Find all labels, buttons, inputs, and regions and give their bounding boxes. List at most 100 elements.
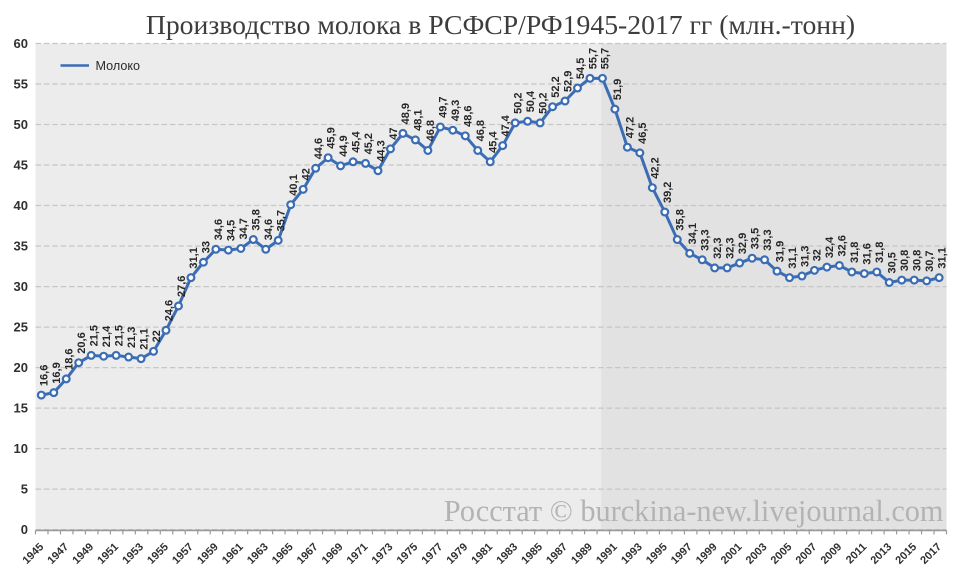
svg-text:35,7: 35,7 bbox=[276, 210, 288, 231]
svg-text:1953: 1953 bbox=[120, 541, 146, 567]
svg-text:1961: 1961 bbox=[220, 541, 246, 567]
svg-text:1985: 1985 bbox=[519, 541, 545, 567]
svg-text:1987: 1987 bbox=[544, 541, 570, 567]
svg-text:1973: 1973 bbox=[370, 541, 396, 567]
svg-text:47,2: 47,2 bbox=[625, 117, 637, 138]
svg-text:30,7: 30,7 bbox=[924, 250, 936, 271]
svg-text:27,6: 27,6 bbox=[176, 276, 188, 297]
svg-text:1963: 1963 bbox=[245, 541, 271, 567]
svg-text:45,4: 45,4 bbox=[488, 131, 500, 153]
svg-text:45,9: 45,9 bbox=[325, 127, 337, 148]
svg-text:2009: 2009 bbox=[819, 541, 845, 567]
svg-text:45,4: 45,4 bbox=[350, 131, 362, 153]
svg-text:2013: 2013 bbox=[868, 541, 894, 567]
svg-text:35: 35 bbox=[14, 239, 28, 254]
svg-text:21,5: 21,5 bbox=[88, 325, 100, 346]
svg-text:1999: 1999 bbox=[694, 541, 720, 567]
svg-text:32,4: 32,4 bbox=[824, 236, 836, 258]
svg-text:1997: 1997 bbox=[669, 541, 695, 567]
svg-text:21,3: 21,3 bbox=[126, 327, 138, 348]
svg-text:31,3: 31,3 bbox=[799, 246, 811, 267]
svg-text:47,4: 47,4 bbox=[500, 114, 512, 136]
svg-text:30,5: 30,5 bbox=[887, 252, 899, 273]
svg-text:25: 25 bbox=[14, 320, 28, 335]
svg-text:31,1: 31,1 bbox=[936, 247, 948, 268]
svg-text:31,1: 31,1 bbox=[787, 247, 799, 268]
svg-text:22: 22 bbox=[151, 330, 163, 342]
svg-text:55,7: 55,7 bbox=[600, 48, 612, 69]
svg-text:Росстат © burckina-new.livejou: Росстат © burckina-new.livejournal.com bbox=[444, 494, 944, 528]
svg-text:1991: 1991 bbox=[594, 541, 620, 567]
svg-text:31,8: 31,8 bbox=[849, 242, 861, 263]
svg-text:1969: 1969 bbox=[320, 541, 346, 567]
svg-text:49,7: 49,7 bbox=[438, 96, 450, 117]
svg-text:2003: 2003 bbox=[744, 541, 770, 567]
svg-text:45,2: 45,2 bbox=[363, 133, 375, 154]
svg-text:34,7: 34,7 bbox=[238, 218, 250, 239]
svg-text:16,9: 16,9 bbox=[51, 362, 63, 383]
svg-text:1945: 1945 bbox=[20, 541, 46, 567]
svg-text:50,4: 50,4 bbox=[525, 90, 537, 112]
svg-text:10: 10 bbox=[14, 441, 28, 456]
svg-text:31,9: 31,9 bbox=[774, 241, 786, 262]
svg-text:24,6: 24,6 bbox=[163, 300, 175, 321]
svg-text:1971: 1971 bbox=[345, 541, 371, 567]
svg-text:48,1: 48,1 bbox=[413, 109, 425, 130]
svg-text:Молоко: Молоко bbox=[96, 59, 141, 73]
svg-text:32: 32 bbox=[812, 249, 824, 261]
svg-text:52,2: 52,2 bbox=[550, 76, 562, 97]
svg-text:21,5: 21,5 bbox=[113, 325, 125, 346]
svg-text:33: 33 bbox=[201, 241, 213, 253]
svg-text:30: 30 bbox=[14, 279, 28, 294]
svg-text:54,5: 54,5 bbox=[575, 58, 587, 79]
svg-text:2017: 2017 bbox=[918, 541, 944, 567]
svg-text:1959: 1959 bbox=[195, 541, 221, 567]
svg-text:34,6: 34,6 bbox=[263, 219, 275, 240]
svg-text:50: 50 bbox=[14, 117, 28, 132]
svg-text:1957: 1957 bbox=[170, 541, 196, 567]
svg-text:32,6: 32,6 bbox=[837, 235, 849, 256]
svg-text:49,3: 49,3 bbox=[450, 100, 462, 121]
svg-text:2001: 2001 bbox=[719, 541, 745, 567]
svg-text:32,3: 32,3 bbox=[712, 237, 724, 258]
svg-text:31,6: 31,6 bbox=[862, 243, 874, 264]
svg-text:2007: 2007 bbox=[794, 541, 820, 567]
svg-text:35,8: 35,8 bbox=[675, 209, 687, 230]
svg-text:51,9: 51,9 bbox=[612, 79, 624, 100]
svg-text:20,6: 20,6 bbox=[76, 332, 88, 353]
svg-text:32,9: 32,9 bbox=[737, 233, 749, 254]
svg-text:16,6: 16,6 bbox=[39, 365, 51, 386]
svg-text:44,6: 44,6 bbox=[313, 138, 325, 159]
svg-text:1983: 1983 bbox=[494, 541, 520, 567]
svg-text:33,3: 33,3 bbox=[762, 229, 774, 250]
svg-text:47: 47 bbox=[388, 128, 400, 140]
svg-text:42: 42 bbox=[301, 168, 313, 180]
svg-text:1977: 1977 bbox=[419, 541, 445, 567]
svg-text:31,8: 31,8 bbox=[874, 242, 886, 263]
svg-text:34,1: 34,1 bbox=[687, 223, 699, 244]
svg-text:21,4: 21,4 bbox=[101, 325, 113, 347]
svg-text:20: 20 bbox=[14, 360, 28, 375]
svg-text:1975: 1975 bbox=[395, 541, 421, 567]
svg-text:46,8: 46,8 bbox=[425, 120, 437, 141]
svg-text:2015: 2015 bbox=[893, 541, 919, 567]
svg-text:46,5: 46,5 bbox=[637, 122, 649, 143]
svg-text:21,1: 21,1 bbox=[138, 328, 150, 349]
svg-text:45: 45 bbox=[14, 158, 28, 173]
svg-text:1967: 1967 bbox=[295, 541, 321, 567]
svg-text:18,6: 18,6 bbox=[63, 348, 75, 369]
svg-text:55: 55 bbox=[14, 77, 28, 92]
svg-text:1981: 1981 bbox=[469, 541, 495, 567]
svg-text:2011: 2011 bbox=[844, 541, 869, 566]
svg-text:33,5: 33,5 bbox=[749, 228, 761, 249]
svg-text:2005: 2005 bbox=[769, 541, 795, 567]
svg-text:31,1: 31,1 bbox=[188, 247, 200, 268]
svg-text:34,6: 34,6 bbox=[213, 219, 225, 240]
svg-text:1965: 1965 bbox=[270, 541, 296, 567]
svg-text:1979: 1979 bbox=[444, 541, 470, 567]
svg-text:48,6: 48,6 bbox=[463, 105, 475, 126]
svg-text:44,3: 44,3 bbox=[375, 140, 387, 161]
svg-text:15: 15 bbox=[14, 401, 28, 416]
svg-text:1947: 1947 bbox=[45, 541, 71, 567]
svg-text:5: 5 bbox=[21, 482, 28, 497]
